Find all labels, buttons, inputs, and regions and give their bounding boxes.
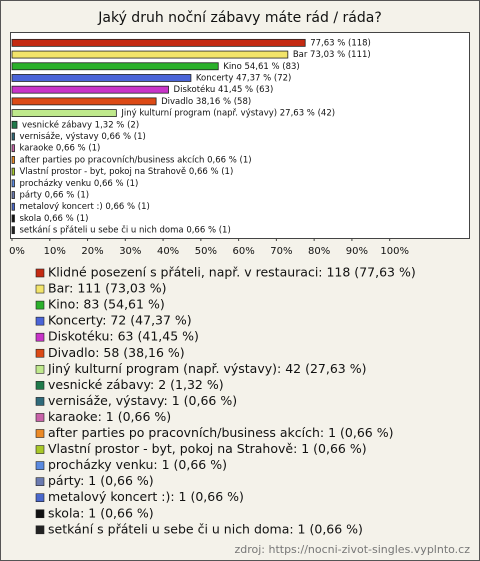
legend-label: Koncerty: 72 (47,37 %) <box>48 313 192 328</box>
bar <box>11 38 306 47</box>
value-label: Divadlo 38,16 % (58) <box>161 97 251 107</box>
legend-label: after parties po pracovních/business akc… <box>48 425 393 440</box>
x-tick-label: 40% <box>157 246 179 257</box>
bar <box>11 120 18 129</box>
bar <box>11 74 192 82</box>
legend-label: setkání s přáteli u sebe či u nich doma:… <box>48 521 363 536</box>
legend-label: Diskotéku: 63 (41,45 %) <box>48 329 199 344</box>
legend-label: Vlastní prostor - byt, pokoj na Strahově… <box>48 441 367 456</box>
legend-label: vernisáže, výstavy: 1 (0,66 %) <box>48 393 237 408</box>
bar <box>11 132 15 141</box>
legend-swatch <box>35 477 45 486</box>
legend-label: Divadlo: 58 (38,16 %) <box>48 345 185 360</box>
chart-title: Jaký druh noční zábavy máte rád / ráda? <box>97 10 382 26</box>
value-label: Koncerty 47,37 % (72) <box>196 73 291 83</box>
legend-swatch <box>35 332 45 342</box>
legend-swatch <box>35 268 45 278</box>
bar <box>11 167 15 176</box>
legend-label: Bar: 111 (73,03 %) <box>48 281 167 296</box>
legend-swatch <box>35 316 45 326</box>
legend-label: vesnické zábavy: 2 (1,32 %) <box>48 377 224 392</box>
x-tick-label: 60% <box>232 246 254 257</box>
legend-label: Klidné posezení s přáteli, např. v resta… <box>48 265 416 280</box>
legend-label: párty: 1 (0,66 %) <box>48 473 154 488</box>
bar <box>11 85 169 94</box>
x-tick-label: 80% <box>308 246 330 257</box>
value-label: párty 0,66 % (1) <box>19 191 89 201</box>
value-label: karaoke 0,66 % (1) <box>19 144 100 154</box>
bar <box>11 50 289 59</box>
value-label: metalový koncert :) 0,66 % (1) <box>19 202 149 212</box>
value-label: after parties po pracovních/business akc… <box>19 155 251 165</box>
value-label: procházky venku 0,66 % (1) <box>19 179 138 189</box>
legend-swatch <box>35 429 45 438</box>
bar <box>11 191 15 199</box>
x-tick-label: 100% <box>380 246 409 257</box>
legend-swatch <box>35 493 45 503</box>
x-tick-label: 70% <box>270 246 292 257</box>
value-label: Diskotéku 41,45 % (63) <box>174 84 274 95</box>
legend-swatch <box>35 364 45 374</box>
value-label: skola 0,66 % (1) <box>19 214 88 224</box>
bar <box>11 97 157 106</box>
legend-swatch <box>35 445 45 454</box>
x-tick-label: 10% <box>44 246 66 257</box>
legend-label: Jiný kulturní program (např. výstavy): 4… <box>47 361 366 376</box>
x-tick-label: 30% <box>119 246 141 257</box>
x-tick-label: 0% <box>9 246 25 257</box>
value-label: Jiný kulturní program (např. výstavy) 27… <box>120 109 335 119</box>
source: zdroj: https://nocni-zivot-singles.vypln… <box>234 543 470 556</box>
value-label: vesnické zábavy 1,32 % (2) <box>22 119 139 130</box>
legend-swatch <box>35 300 45 310</box>
value-label: Vlastní prostor - byt, pokoj na Strahově… <box>19 167 233 177</box>
legend-swatch <box>35 413 45 422</box>
legend-swatch <box>35 461 45 470</box>
bar <box>11 156 15 164</box>
bar <box>11 226 15 235</box>
legend-label: skola: 1 (0,66 %) <box>48 505 154 520</box>
value-label: vernisáže, výstavy 0,66 % (1) <box>19 132 145 142</box>
value-label: 77,63 % (118) <box>310 38 371 48</box>
x-tick-label: 50% <box>195 246 217 257</box>
bar <box>11 214 15 223</box>
legend-swatch <box>35 525 45 535</box>
legend-swatch <box>35 381 45 390</box>
legend-swatch <box>35 348 45 358</box>
legend-label: metalový koncert :): 1 (0,66 %) <box>48 489 244 504</box>
legend-swatch <box>35 397 45 406</box>
value-label: Bar 73,03 % (111) <box>293 50 371 60</box>
value-label: Kino 54,61 % (83) <box>223 62 300 72</box>
bar <box>11 202 15 211</box>
x-tick-label: 90% <box>346 246 368 257</box>
bar <box>11 62 219 71</box>
value-label: setkání s přáteli u sebe či u nich doma … <box>19 225 230 236</box>
bar <box>11 179 15 188</box>
legend-swatch <box>35 509 45 519</box>
legend-label: karaoke: 1 (0,66 %) <box>48 409 171 424</box>
bar <box>11 109 117 117</box>
x-tick-label: 20% <box>81 246 103 257</box>
legend-label: procházky venku: 1 (0,66 %) <box>48 457 227 472</box>
legend-swatch <box>35 284 45 294</box>
legend-label: Kino: 83 (54,61 %) <box>48 297 165 312</box>
bar <box>11 144 15 153</box>
